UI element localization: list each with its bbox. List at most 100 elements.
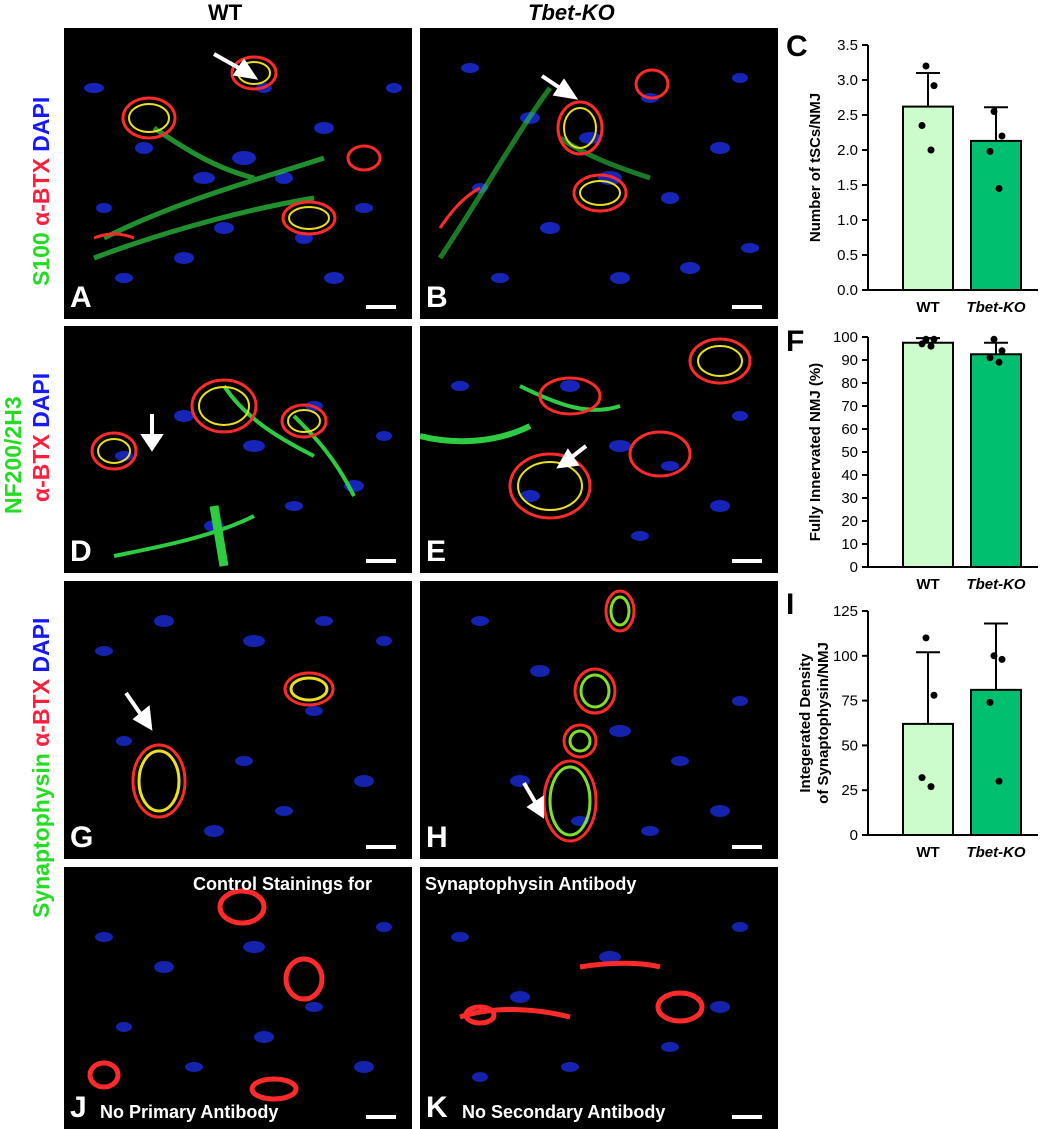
data-point	[990, 652, 998, 660]
scale-bar	[366, 1115, 396, 1119]
scale-bar	[732, 559, 762, 563]
y-tick-label: 30	[841, 490, 858, 507]
y-axis-label: Fully Innervated NMJ (%)	[807, 363, 824, 541]
chart-letter-c: C	[786, 30, 808, 63]
micrograph-panel-b: B	[420, 28, 778, 319]
data-point	[922, 62, 930, 70]
micrograph-e-image	[420, 337, 752, 541]
data-point	[927, 783, 935, 791]
y-axis-label: Integerated Density	[797, 653, 814, 793]
y-tick-label: 60	[841, 421, 858, 438]
data-point	[995, 185, 1003, 192]
panel-label-e: E	[426, 535, 447, 568]
x-tick-label: WT	[916, 844, 939, 861]
panel-label-a: A	[70, 281, 92, 314]
y-axis-label: Number of tSCs/NMJ	[807, 93, 824, 242]
scale-bar	[366, 305, 396, 309]
y-tick-label: 100	[833, 648, 858, 665]
data-point	[995, 358, 1003, 366]
y-tick-label: 3.5	[837, 37, 858, 54]
micrograph-panel-a: A	[64, 28, 412, 319]
panel-label-g: G	[70, 821, 94, 854]
data-point	[998, 132, 1006, 140]
micrograph-h-image	[471, 589, 748, 843]
micrograph-g-image	[95, 615, 392, 837]
data-point	[986, 147, 994, 155]
y-tick-label: 2.5	[837, 107, 858, 124]
micrograph-b-image	[437, 63, 759, 284]
y-tick-label: 100	[833, 329, 858, 346]
panel-label-b: B	[426, 281, 448, 314]
data-point	[990, 335, 998, 343]
data-point	[930, 82, 938, 90]
data-point	[998, 347, 1006, 355]
y-tick-label: 125	[833, 603, 858, 620]
micrograph-panel-k: Synaptophysin Antibody K No Secondary An…	[420, 867, 778, 1129]
bar-tbet-ko	[970, 353, 1022, 568]
micrograph-a-image	[84, 52, 402, 284]
micrograph-panel-e: E	[420, 326, 778, 573]
panel-label-j: J	[70, 1091, 87, 1124]
chart-letter-i: I	[786, 588, 795, 621]
x-tick-label: Tbet-KO	[966, 844, 1025, 861]
micrograph-k-image	[451, 922, 748, 1082]
data-point	[995, 777, 1003, 785]
y-tick-label: 20	[841, 513, 858, 530]
caption-no-secondary: No Secondary Antibody	[462, 1102, 666, 1122]
x-tick-label: WT	[916, 576, 939, 593]
micrograph-panel-h: H	[420, 581, 778, 859]
data-point	[990, 108, 998, 115]
data-point	[930, 691, 938, 699]
scale-bar	[366, 845, 396, 849]
column-header-wt: WT	[208, 0, 243, 25]
y-tick-label: 50	[841, 444, 858, 461]
panel-label-h: H	[426, 821, 448, 854]
bar-wt	[902, 722, 954, 836]
data-point	[927, 342, 935, 350]
data-point	[922, 335, 930, 343]
control-text-right: Synaptophysin Antibody	[425, 874, 637, 894]
micrograph-j-image	[87, 888, 392, 1102]
column-header-tbet-ko: Tbet-KO	[528, 0, 615, 25]
panel-label-k: K	[426, 1091, 448, 1124]
micrograph-panel-d: D	[64, 326, 412, 573]
bar-wt	[902, 105, 954, 291]
scale-bar	[732, 845, 762, 849]
x-tick-label: Tbet-KO	[966, 576, 1025, 593]
y-tick-label: 0.0	[837, 282, 858, 299]
y-tick-label: 90	[841, 352, 858, 369]
bar-tbet-ko	[970, 688, 1022, 837]
data-point	[922, 634, 930, 642]
control-text-left: Control Stainings for	[193, 874, 372, 894]
x-tick-label: Tbet-KO	[966, 299, 1025, 316]
y-tick-label: 80	[841, 375, 858, 392]
y-axis-label: of Synaptophysin/NMJ	[815, 642, 832, 804]
data-point	[918, 774, 926, 782]
y-tick-label: 0.5	[837, 247, 858, 264]
micrograph-d-image	[90, 378, 392, 567]
scale-bar	[732, 1115, 762, 1119]
bar-wt	[902, 341, 954, 568]
y-tick-label: 0	[850, 827, 858, 844]
y-tick-label: 70	[841, 398, 858, 415]
data-point	[998, 655, 1006, 663]
data-point	[918, 122, 926, 129]
data-point	[986, 354, 994, 362]
y-tick-label: 2.0	[837, 142, 858, 159]
data-point	[930, 335, 938, 343]
y-tick-label: 0	[850, 559, 858, 576]
y-tick-label: 50	[841, 737, 858, 754]
y-tick-label: 10	[841, 536, 858, 553]
scale-bar	[366, 559, 396, 563]
micrograph-panel-g: G	[64, 581, 412, 859]
y-tick-label: 75	[841, 693, 858, 710]
data-point	[918, 340, 926, 348]
data-point	[986, 698, 994, 706]
scale-bar	[732, 305, 762, 309]
y-tick-label: 1.5	[837, 177, 858, 194]
y-tick-label: 1.0	[837, 212, 858, 229]
y-tick-label: 25	[841, 782, 858, 799]
